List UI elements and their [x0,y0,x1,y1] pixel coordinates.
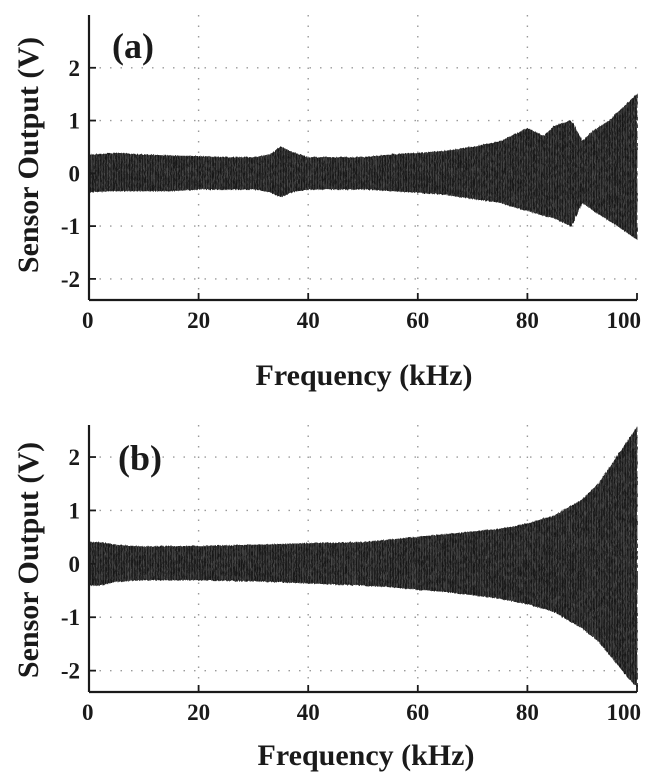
panel-b-y-tick-label: 2 [69,445,81,470]
panel-a-y-tick-label: 0 [69,161,81,186]
panel-a-series-0-trace [88,94,638,240]
panel-a-x-tick-label: 60 [406,308,429,333]
panel-a-y-tick-label: 2 [69,56,81,81]
panel-b-y-tick-label: 0 [69,552,81,577]
panel-b-y-tick-labels: -2 -1 0 1 2 [61,445,80,684]
panel-b-x-tick-label: 60 [406,700,429,725]
panel-a-x-tick-label: 80 [516,308,539,333]
panel-b-series-0-trace [88,427,638,687]
panel-b-y-tick-label: -1 [61,605,80,630]
panel-a-y-tick-label: -1 [61,214,80,239]
panel-b-x-tick-label: 40 [297,700,320,725]
panel-b-x-tick-labels: 0 20 40 60 80 100 [82,700,641,725]
panel-b-x-tick-label: 0 [82,700,94,725]
panel-a-x-tick-label: 40 [297,308,320,333]
panel-a-y-tick-label: 1 [69,109,81,134]
panel-a-y-tick-labels: -2 -1 0 1 2 [61,56,80,292]
panel-b-x-tick-label: 100 [607,700,642,725]
panel-b-envelope [88,426,638,688]
panel-b-x-axis-label: Frequency (kHz) [258,739,475,772]
panel-b-x-tick-label: 80 [516,700,539,725]
panel-a-envelope [88,93,638,241]
panel-a: 0 20 40 60 80 100 -2 -1 0 1 2 (a) Frequency (kHz)… [12,15,641,392]
panel-a-label: (a) [112,26,154,66]
panel-b-label: (b) [118,438,162,478]
panel-b: 0 20 40 60 80 100 -2 -1 0 1 2 (b) Frequency (kHz)… [12,425,641,772]
panel-a-x-tick-labels: 0 20 40 60 80 100 [82,308,641,333]
panel-b-y-tick-label: -2 [61,659,80,684]
panel-a-x-tick-label: 0 [82,308,94,333]
panel-a-y-axis-label: Sensor Output (V) [12,37,45,273]
panel-b-x-tick-label: 20 [187,700,210,725]
panel-a-x-tick-label: 20 [187,308,210,333]
panel-a-x-axis-label: Frequency (kHz) [256,359,473,392]
panel-a-axes [87,15,638,302]
panel-a-x-tick-label: 100 [607,308,642,333]
panel-b-y-axis-label: Sensor Output (V) [12,442,45,678]
panel-b-axes [87,425,638,694]
panel-b-y-tick-label: 1 [69,498,81,523]
panel-a-y-tick-label: -2 [61,267,80,292]
